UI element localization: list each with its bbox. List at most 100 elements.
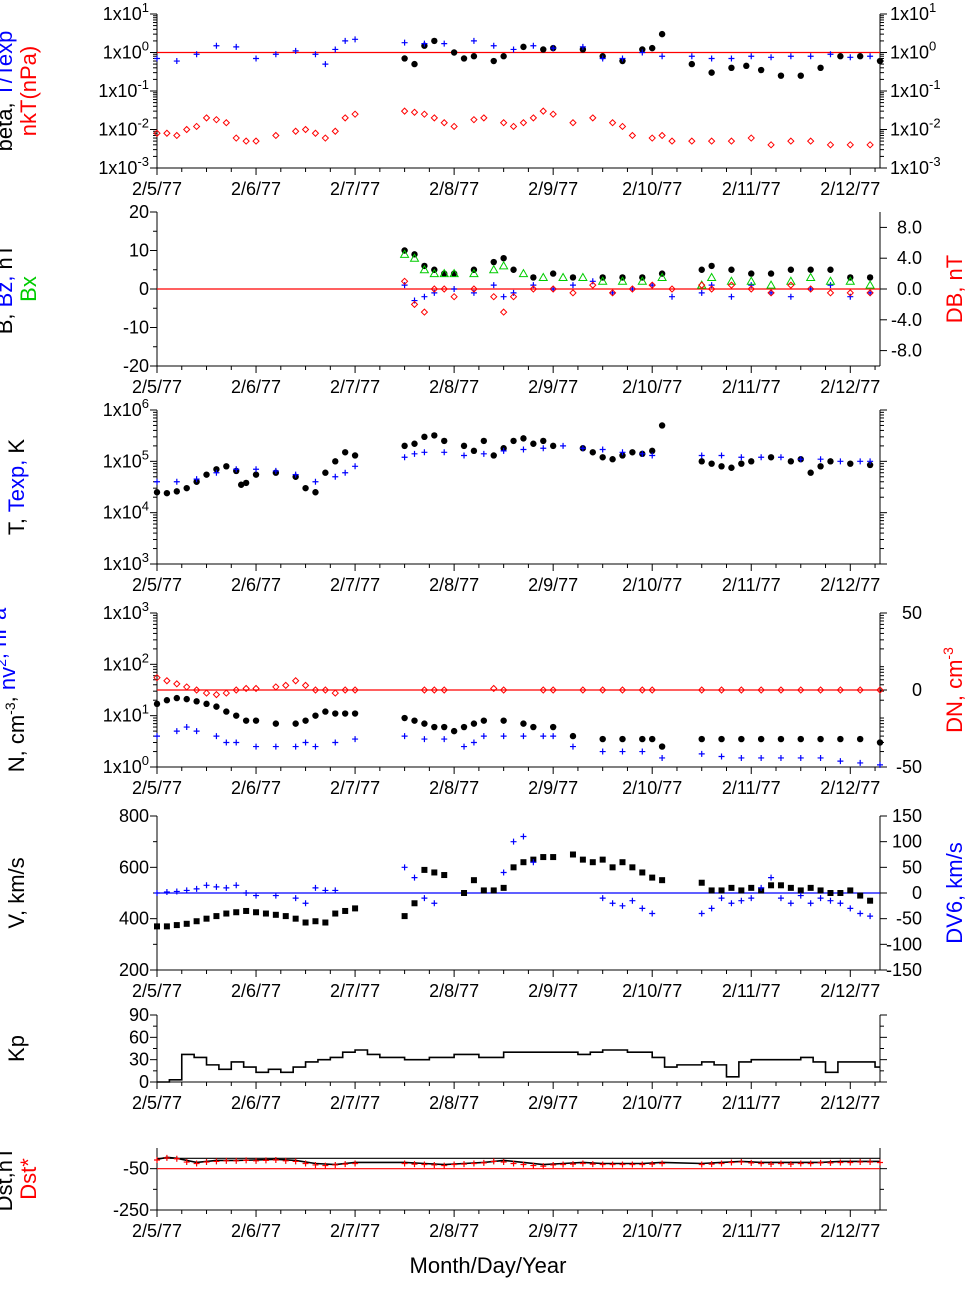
data-point	[253, 909, 260, 916]
data-point	[212, 115, 221, 124]
data-point	[758, 884, 765, 891]
data-point	[856, 53, 864, 60]
data-point	[569, 274, 577, 281]
data-point	[540, 437, 547, 445]
data-point	[827, 458, 834, 465]
data-point	[332, 910, 339, 917]
data-point	[578, 272, 588, 281]
data-point	[787, 293, 794, 300]
data-point	[421, 293, 428, 300]
data-point	[311, 129, 320, 137]
data-point	[609, 289, 616, 296]
data-point	[728, 884, 735, 891]
data-point	[767, 141, 775, 149]
data-point	[599, 1161, 606, 1168]
data-point	[876, 739, 884, 746]
data-point	[639, 869, 646, 876]
data-point	[292, 895, 299, 902]
data-point	[470, 739, 477, 746]
data-point	[777, 882, 784, 889]
data-point	[807, 469, 814, 476]
data-point	[579, 686, 587, 694]
y-tick-label: 1x102	[103, 650, 149, 674]
data-point	[272, 743, 279, 750]
y-tick-label: -20	[123, 356, 149, 376]
data-point	[291, 677, 300, 685]
data-point	[441, 437, 448, 445]
data-point	[658, 30, 666, 38]
data-point	[233, 909, 240, 916]
data-point	[639, 905, 646, 912]
data-point	[292, 915, 299, 922]
x-tick-label: 2/9/77	[528, 179, 578, 199]
data-point	[777, 1160, 784, 1167]
data-point	[451, 1161, 458, 1168]
data-point	[154, 55, 160, 62]
data-point	[321, 686, 330, 694]
data-point	[430, 114, 439, 122]
series-line	[157, 1049, 880, 1083]
series-0	[157, 1049, 880, 1083]
data-point	[718, 735, 725, 743]
data-point	[757, 686, 765, 694]
data-point	[431, 900, 438, 907]
x-tick-label: 2/10/77	[622, 981, 682, 1001]
data-point	[470, 285, 478, 293]
data-point	[399, 249, 410, 258]
x-tick-label: 2/9/77	[528, 778, 578, 798]
data-point	[827, 1159, 834, 1166]
data-point	[332, 887, 339, 894]
data-point	[777, 735, 785, 743]
data-point	[846, 141, 854, 149]
data-point	[608, 289, 617, 297]
data-point	[203, 700, 210, 708]
data-point	[213, 466, 220, 473]
data-point	[193, 51, 200, 58]
data-point	[154, 478, 160, 485]
x-tick-label: 2/6/77	[231, 377, 281, 397]
y-right-tick-label: -50	[896, 757, 922, 777]
data-point	[242, 717, 250, 724]
series-0	[401, 30, 884, 79]
data-point	[738, 460, 745, 467]
data-point	[747, 285, 755, 293]
x-tick-label: 2/10/77	[622, 575, 682, 595]
data-point	[203, 882, 210, 889]
data-point	[619, 859, 626, 866]
data-point	[332, 458, 339, 465]
data-point	[619, 55, 626, 62]
data-point	[173, 1155, 180, 1162]
data-point	[867, 1159, 874, 1166]
data-point	[480, 733, 487, 740]
series-0	[153, 422, 874, 497]
data-point	[766, 280, 776, 289]
data-point	[431, 1161, 438, 1168]
data-point	[252, 684, 260, 693]
data-point	[292, 471, 299, 478]
data-point	[470, 289, 477, 296]
data-point	[252, 717, 260, 724]
data-point	[520, 1161, 527, 1168]
data-point	[173, 728, 180, 735]
data-point	[608, 119, 617, 127]
data-point	[490, 42, 497, 49]
y-tick-label: 10	[129, 241, 149, 261]
data-point	[272, 1156, 279, 1163]
data-point	[420, 110, 429, 118]
data-point	[589, 278, 596, 285]
data-point	[845, 276, 856, 285]
y-tick-label: 0	[139, 1072, 149, 1092]
data-point	[262, 1157, 269, 1164]
y-axis-title: beta, T/Texp	[0, 31, 17, 152]
data-point	[837, 900, 844, 907]
data-point	[242, 137, 250, 145]
x-tick-label: 2/12/77	[820, 1221, 880, 1241]
data-point	[549, 723, 557, 731]
x-tick-label: 2/10/77	[622, 1093, 682, 1113]
x-tick-label: 2/5/77	[132, 778, 182, 798]
data-point	[639, 450, 646, 457]
data-point	[658, 422, 666, 429]
data-point	[560, 442, 567, 449]
data-point	[460, 723, 468, 731]
data-point	[341, 686, 349, 694]
